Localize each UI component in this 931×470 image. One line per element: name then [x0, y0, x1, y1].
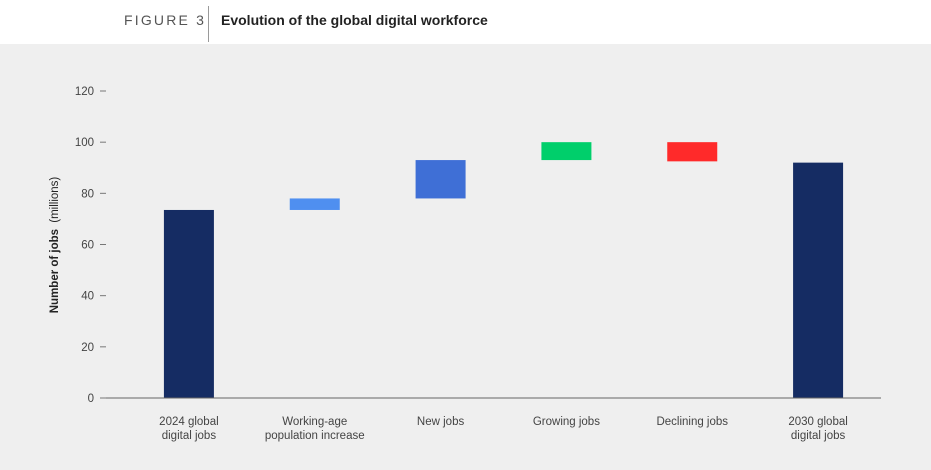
- x-category-label: Declining jobs: [656, 416, 728, 428]
- figure-title: Evolution of the global digital workforc…: [221, 12, 488, 28]
- x-category-label-line: digital jobs: [162, 430, 217, 442]
- bar-decrease: [667, 142, 718, 162]
- bar-total: [793, 162, 844, 398]
- y-tick-label: 120: [75, 86, 94, 98]
- bar-increase: [289, 198, 340, 210]
- x-category-label-line: digital jobs: [791, 430, 846, 442]
- figure-label: FIGURE 3: [124, 12, 207, 28]
- figure-header: FIGURE 3 Evolution of the global digital…: [0, 0, 931, 44]
- x-category-label-line: Working-age: [282, 416, 347, 428]
- y-tick-label: 80: [81, 188, 94, 200]
- x-category-label-line: 2030 global: [788, 416, 847, 428]
- bar-increase: [541, 142, 592, 161]
- y-axis-label-unit: (millions): [49, 177, 61, 223]
- x-category-label-line: Declining jobs: [656, 416, 728, 428]
- x-category-label-line: population increase: [265, 430, 365, 442]
- y-tick-label: 60: [81, 240, 94, 252]
- x-category-label: New jobs: [417, 416, 465, 428]
- x-category-label: Growing jobs: [533, 416, 600, 428]
- x-category-label: 2024 global digital jobs: [159, 416, 218, 442]
- chart-panel: [0, 44, 931, 470]
- bar-increase: [415, 160, 466, 199]
- y-axis-label: Number of jobs (millions): [49, 177, 61, 314]
- x-category-label: 2030 global digital jobs: [788, 416, 847, 442]
- y-tick-label: 40: [81, 291, 94, 303]
- x-category-label-line: Growing jobs: [533, 416, 600, 428]
- x-category-label-line: 2024 global: [159, 416, 218, 428]
- y-tick-label: 0: [88, 393, 94, 405]
- bars: [163, 142, 844, 398]
- x-category-label: Working-age population increase: [265, 416, 365, 442]
- header-divider: [208, 6, 209, 42]
- x-category-label-line: New jobs: [417, 416, 465, 428]
- y-axis-ticks: 0 20 40 60 80 100 120: [75, 86, 106, 405]
- y-tick-label: 100: [75, 137, 94, 149]
- y-tick-label: 20: [81, 342, 94, 354]
- x-axis-categories: 2024 global digital jobs Working-age popula…: [159, 416, 848, 442]
- y-axis-label-main: Number of jobs: [49, 229, 61, 313]
- bar-total: [163, 209, 214, 398]
